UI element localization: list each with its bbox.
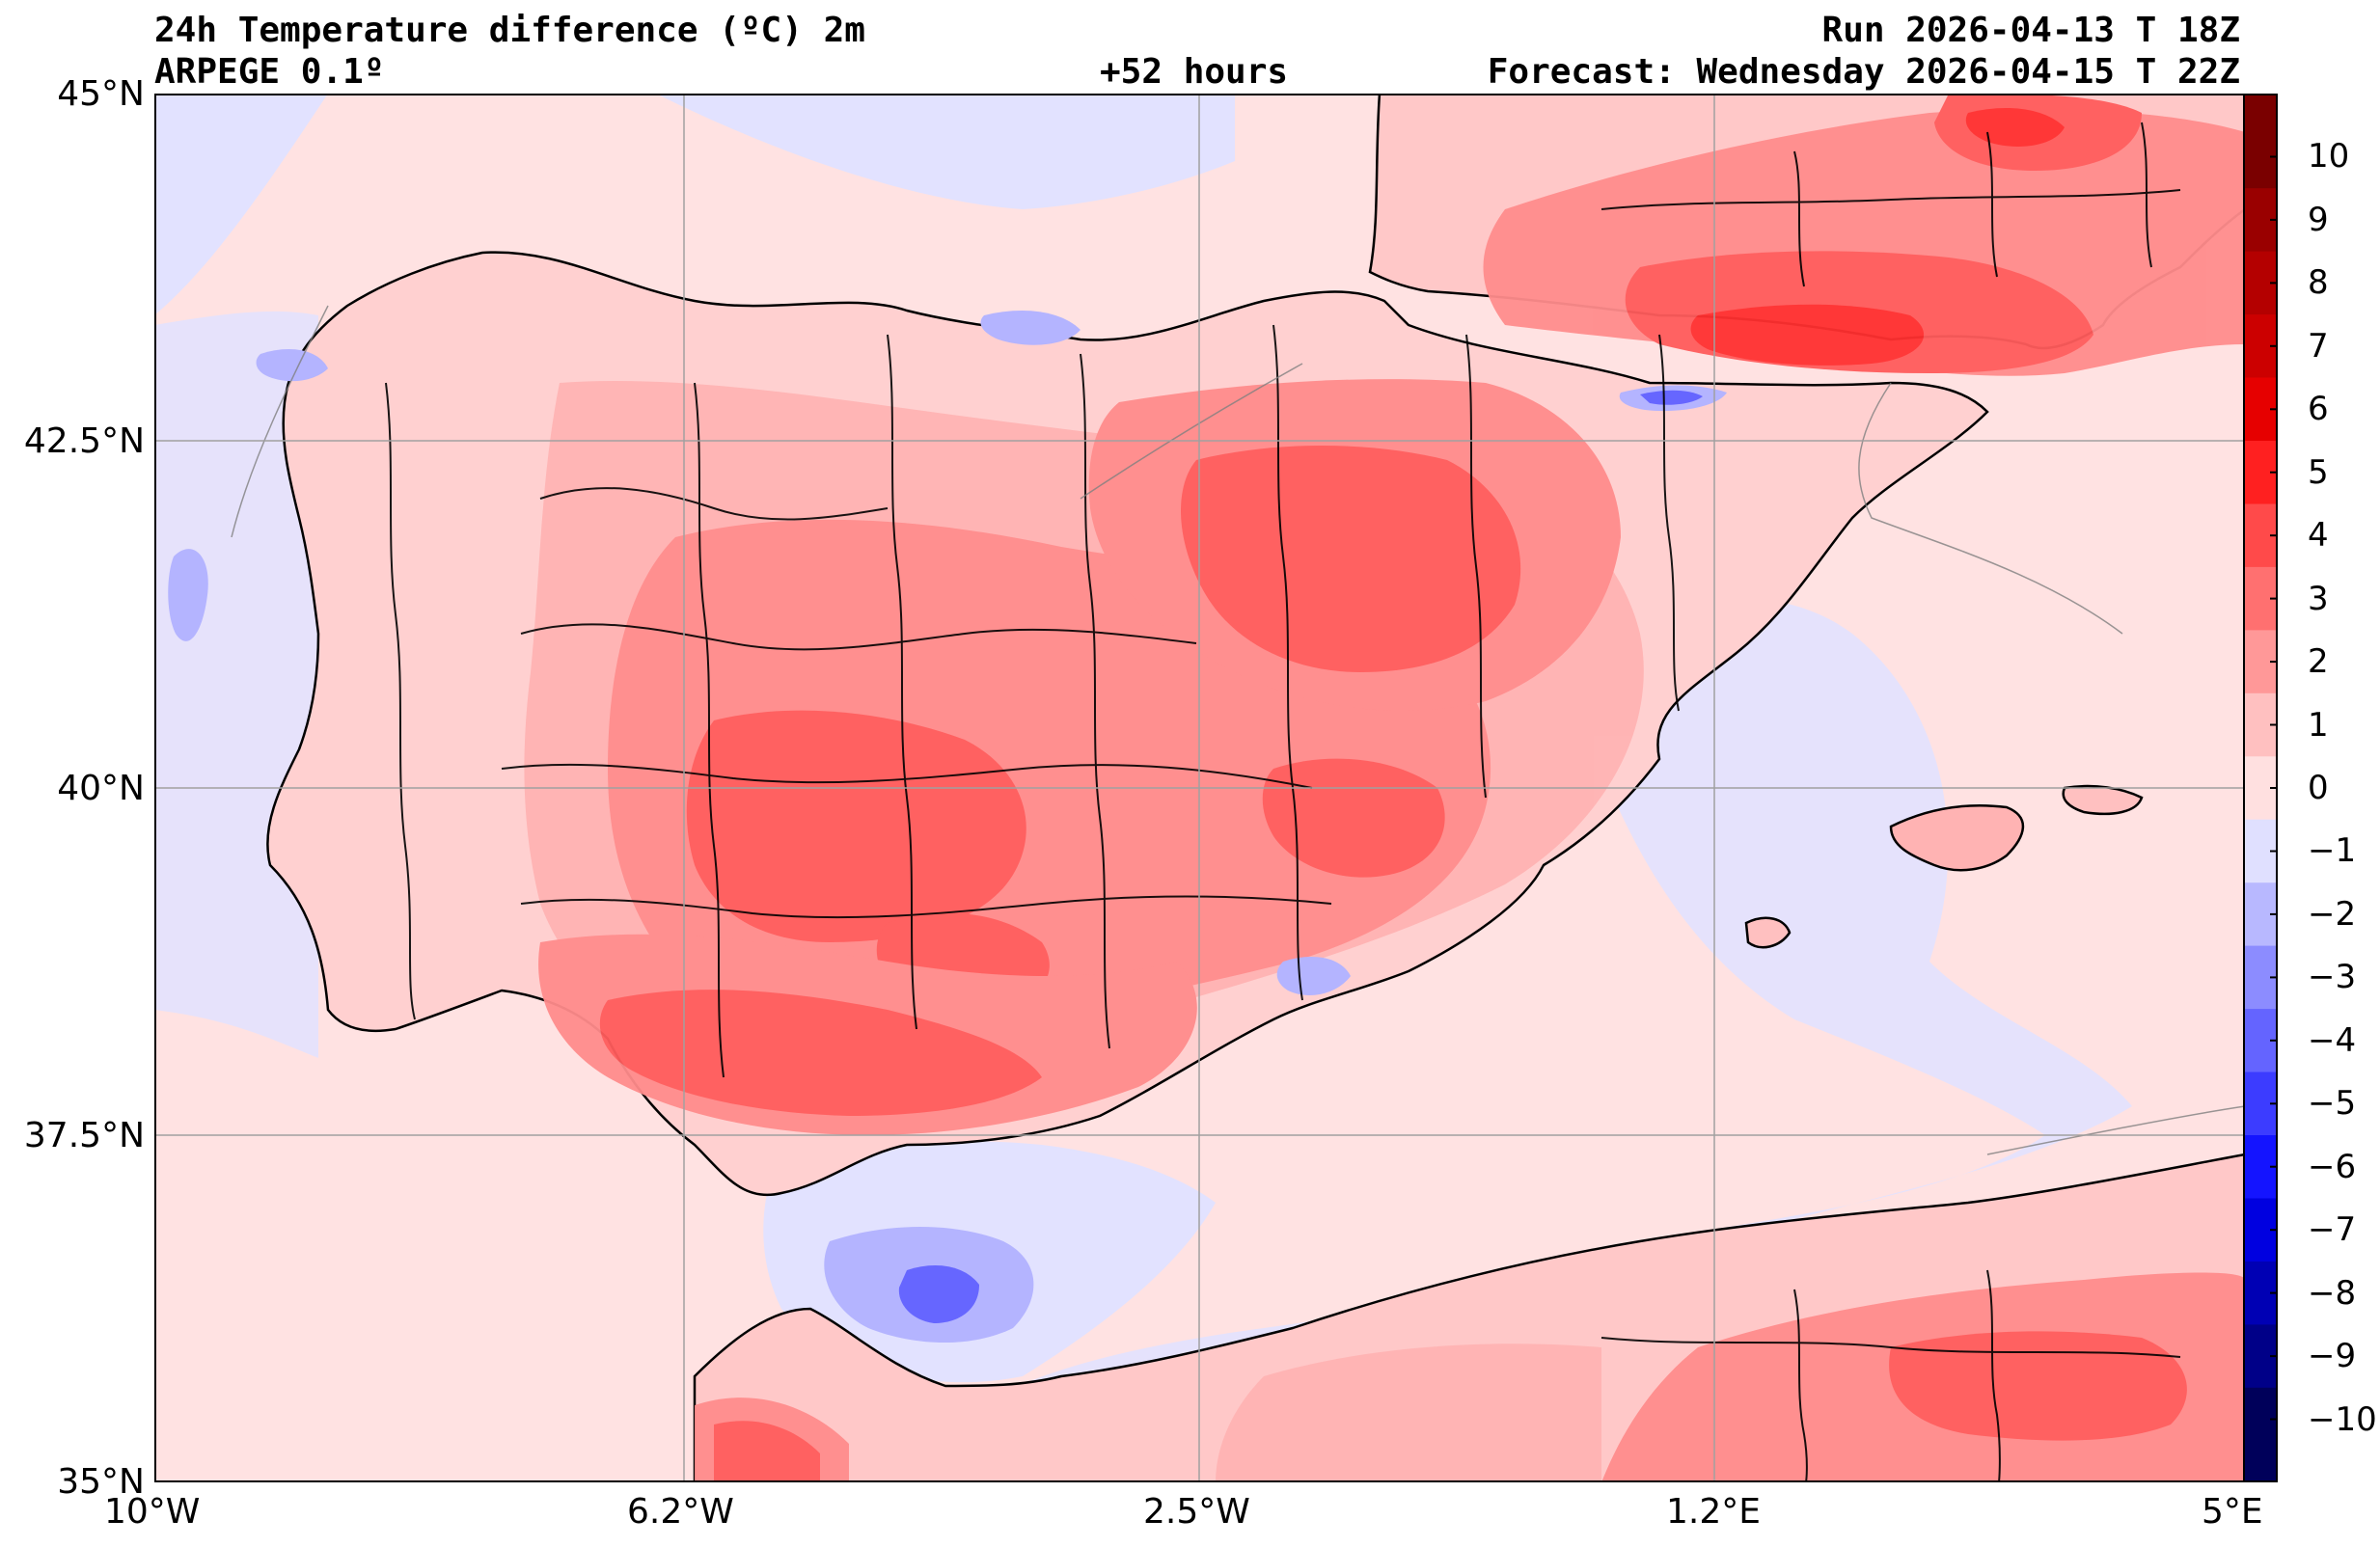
colorbar-label: 8: [2308, 263, 2329, 302]
warm-anomalies: [524, 379, 1644, 1135]
colorbar-label: 4: [2308, 516, 2329, 555]
run-time: Run 2026-04-13 T 18Z: [1821, 11, 2240, 50]
colorbar-label: −2: [2308, 895, 2357, 934]
colorbar-label: −9: [2308, 1337, 2357, 1375]
lat-label-40: 40°N: [57, 769, 145, 808]
temperature-difference-map: [154, 94, 2245, 1482]
lon-label-1-2e: 1.2°E: [1666, 1492, 1761, 1532]
menorca-island: [2062, 784, 2144, 816]
colorbar-label: 1: [2308, 706, 2329, 745]
admin-borders: [385, 122, 2181, 1482]
lat-label-37-5: 37.5°N: [23, 1116, 145, 1155]
lon-label-10w: 10°W: [104, 1492, 201, 1532]
colorbar-label: −1: [2308, 831, 2357, 870]
lat-label-42-5: 42.5°N: [23, 421, 145, 461]
colorbar: [2243, 94, 2278, 1482]
colorbar-label: 9: [2308, 201, 2329, 239]
colorbar-label: 0: [2308, 769, 2329, 807]
colorbar-label: 10: [2308, 137, 2350, 176]
colorbar-swatch-top: [2243, 94, 2278, 126]
cold-anomalies: [168, 311, 1727, 1343]
colorbar-label: 6: [2308, 390, 2329, 428]
colorbar-label: 5: [2308, 453, 2329, 492]
atlantic-cool-strip: [154, 94, 328, 315]
france-warm: [1483, 94, 2245, 376]
graticule: [154, 94, 2245, 1482]
colorbar-label: −5: [2308, 1084, 2357, 1123]
atlantic-cool-area: [154, 94, 1235, 209]
africa-warm: [695, 1272, 2245, 1482]
map-title: 24h Temperature difference (ºC) 2m: [154, 11, 865, 50]
colorbar-label: 7: [2308, 327, 2329, 366]
colorbar-label: −8: [2308, 1274, 2357, 1313]
colorbar-label: −10: [2308, 1400, 2377, 1439]
colorbar-swatch-bottom: [2243, 1451, 2278, 1482]
model-label: ARPEGE 0.1º: [154, 52, 385, 92]
lat-label-45: 45°N: [57, 74, 145, 114]
lon-label-6-2w: 6.2°W: [627, 1492, 734, 1532]
lat-label-35: 35°N: [57, 1462, 145, 1502]
forecast-time: Forecast: Wednesday 2026-04-15 T 22Z: [1487, 52, 2240, 92]
colorbar-label: −6: [2308, 1148, 2357, 1186]
lead-time: +52 hours: [1100, 52, 1289, 92]
mallorca-island: [1889, 803, 2025, 872]
colorbar-label: −4: [2308, 1021, 2357, 1060]
ibiza-island: [1744, 916, 1792, 949]
colorbar-label: −7: [2308, 1210, 2357, 1249]
colorbar-label: −3: [2308, 958, 2357, 996]
mediterranean-cool: [752, 597, 2132, 1482]
colorbar-label: 3: [2308, 580, 2329, 618]
lon-label-2-5w: 2.5°W: [1143, 1492, 1250, 1532]
lon-label-5e: 5°E: [2202, 1492, 2263, 1532]
colorbar-label: 2: [2308, 642, 2329, 681]
